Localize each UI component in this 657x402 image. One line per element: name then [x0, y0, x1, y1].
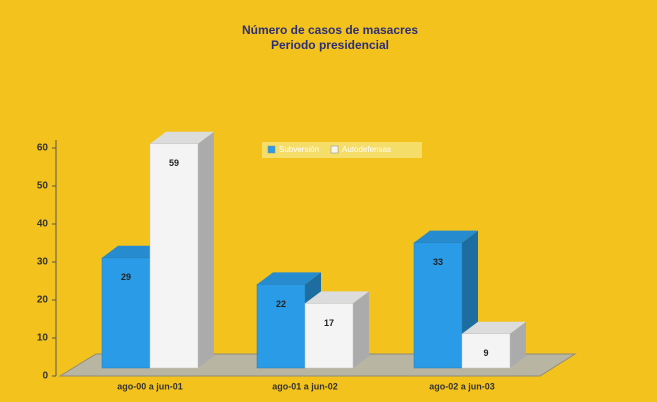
bar-top	[150, 131, 214, 144]
data-label: 33	[433, 257, 443, 267]
data-label: 9	[483, 348, 488, 358]
legend-label: Autodefensas	[342, 145, 391, 154]
data-label: 17	[324, 318, 334, 328]
data-label: 29	[121, 272, 131, 282]
bar	[413, 242, 463, 369]
y-tick-label: 0	[42, 371, 48, 382]
y-tick-label: 60	[37, 143, 49, 154]
y-tick-label: 40	[37, 219, 49, 230]
bar	[101, 257, 151, 369]
y-tick-label: 50	[37, 181, 49, 192]
data-label: 22	[276, 299, 286, 309]
data-label: 59	[169, 158, 179, 168]
x-tick-label: ago-00 a jun-01	[117, 381, 183, 391]
chart-subtitle: Periodo presidencial	[271, 38, 389, 52]
x-tick-label: ago-01 a jun-02	[272, 381, 338, 391]
bar	[256, 284, 306, 369]
y-tick-label: 10	[37, 333, 49, 344]
bar-top	[462, 321, 526, 334]
bar-side	[198, 131, 214, 368]
legend-box	[262, 142, 422, 158]
bar-side	[510, 321, 526, 368]
x-tick-label: ago-02 a jun-03	[429, 381, 495, 391]
chart-title: Número de casos de masacres	[242, 23, 418, 37]
legend-swatch	[330, 145, 339, 154]
legend-label: Subversión	[279, 145, 319, 154]
bar	[149, 143, 199, 369]
bar	[461, 333, 511, 369]
y-tick-label: 30	[37, 257, 49, 268]
bar-top	[257, 272, 321, 285]
bar-side	[353, 291, 369, 368]
bar	[304, 303, 354, 369]
bar-top	[414, 230, 478, 243]
y-tick-label: 20	[37, 295, 49, 306]
legend-swatch	[267, 145, 276, 154]
bar-top	[305, 291, 369, 304]
